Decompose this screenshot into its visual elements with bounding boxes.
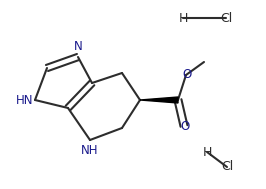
Polygon shape (140, 97, 178, 103)
Text: NH: NH (81, 144, 99, 157)
Text: Cl: Cl (221, 160, 233, 174)
Text: N: N (74, 40, 82, 53)
Text: HN: HN (15, 94, 33, 106)
Text: O: O (182, 68, 192, 81)
Text: O: O (180, 119, 190, 132)
Text: Cl: Cl (220, 12, 232, 25)
Text: H: H (178, 12, 188, 25)
Text: H: H (202, 146, 212, 159)
